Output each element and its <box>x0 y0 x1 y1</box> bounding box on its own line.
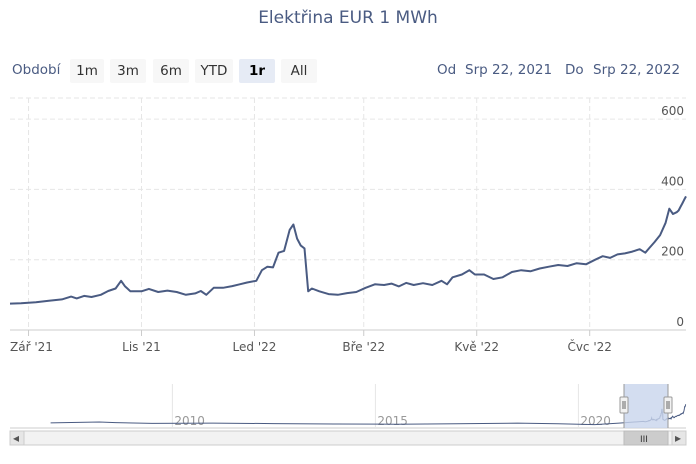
x-tick-label: Čvc '22 <box>567 339 611 354</box>
date-to-label: Do <box>565 62 584 78</box>
navigator-handle-right[interactable] <box>663 396 673 414</box>
scroll-left-icon: ◂ <box>13 431 19 445</box>
y-tick-label: 200 <box>661 245 684 259</box>
date-from-label: Od <box>437 62 457 78</box>
y-tick-label: 0 <box>676 315 684 329</box>
range-selector-label: Období <box>12 62 61 78</box>
grid <box>10 97 686 331</box>
navigator-grid: 2010 2015 2020 <box>171 384 611 428</box>
navigator-selection[interactable] <box>624 384 668 428</box>
navigator-year-label: 2010 <box>174 414 205 428</box>
scroll-right-icon: ▸ <box>675 431 681 445</box>
date-from-input[interactable]: Srp 22, 2021 <box>465 62 553 78</box>
navigator-year-label: 2015 <box>377 414 408 428</box>
navigator-handle-left[interactable] <box>619 396 629 414</box>
x-axis: Zář '21 Lis '21 Led '22 Bře '22 Kvě '22 Čvc '… <box>10 330 612 354</box>
y-tick-label: 400 <box>661 174 684 188</box>
x-tick-label: Lis '21 <box>122 340 161 354</box>
scroll-right-button[interactable] <box>671 430 687 446</box>
range-button-1m[interactable]: 1m <box>70 59 104 83</box>
date-to-input[interactable]: Srp 22, 2022 <box>593 62 681 78</box>
scrollbar-thumb[interactable] <box>623 430 669 446</box>
range-button-all[interactable]: All <box>281 59 317 83</box>
x-tick-label: Zář '21 <box>10 340 53 354</box>
range-button-6m[interactable]: 6m <box>153 59 189 83</box>
x-tick-label: Bře '22 <box>342 340 385 354</box>
navigator[interactable]: 2010 2015 2020 <box>10 384 687 429</box>
scroll-left-button[interactable] <box>9 430 25 446</box>
navigator-year-label: 2020 <box>580 414 611 428</box>
series-line[interactable] <box>9 195 687 305</box>
range-button-1y[interactable]: 1r <box>239 59 275 83</box>
x-tick-label: Kvě '22 <box>454 340 499 354</box>
chart-title: Elektřina EUR 1 MWh <box>258 8 438 28</box>
range-button-3m[interactable]: 3m <box>110 59 146 83</box>
scrollbar[interactable]: ◂ III ▸ <box>9 430 687 446</box>
y-axis: 0 200 400 600 <box>661 104 684 329</box>
y-tick-label: 600 <box>661 104 684 118</box>
range-button-ytd[interactable]: YTD <box>195 59 233 83</box>
x-tick-label: Led '22 <box>233 340 277 354</box>
scrollbar-grip-icon: III <box>640 435 648 445</box>
